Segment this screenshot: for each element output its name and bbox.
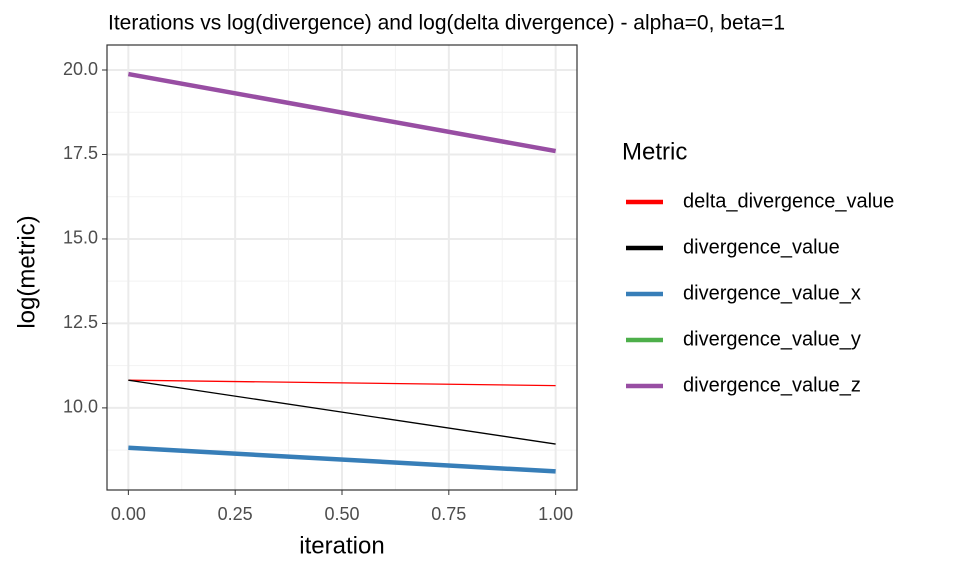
panel-border (106, 44, 578, 491)
x-axis-label: iteration (299, 532, 384, 559)
legend-label: divergence_value_x (683, 282, 861, 304)
x-tick-label: 0.75 (431, 504, 466, 524)
y-tick-label: 12.5 (63, 312, 98, 332)
y-axis-label: log(metric) (13, 215, 40, 328)
legend-label: divergence_value_z (683, 374, 861, 396)
series-line (128, 445, 556, 474)
x-tick-label: 0.00 (111, 504, 146, 524)
series-line (128, 379, 556, 445)
legend-label: divergence_value (683, 236, 840, 258)
x-tick-label: 0.25 (218, 504, 253, 524)
x-tick-label: 0.50 (324, 504, 359, 524)
y-tick-label: 20.0 (63, 59, 98, 79)
y-tick-label: 15.0 (63, 228, 98, 248)
series-line (128, 379, 556, 387)
legend-title: Metric (622, 138, 687, 165)
legend-label: divergence_value_y (683, 328, 861, 350)
legend-label: delta_divergence_value (683, 190, 894, 212)
y-tick-label: 17.5 (63, 143, 98, 163)
y-tick-label: 10.0 (63, 397, 98, 417)
chart-title: Iterations vs log(divergence) and log(de… (108, 12, 785, 35)
x-tick-label: 1.00 (538, 504, 573, 524)
series-line (127, 71, 557, 154)
